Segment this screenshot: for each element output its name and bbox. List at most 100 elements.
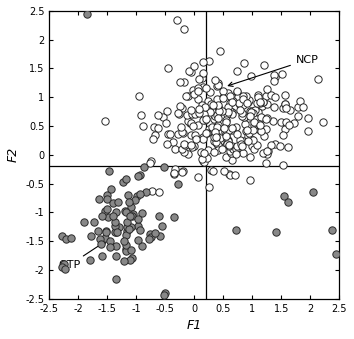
Point: [147, 160, 153, 165]
Point: [247, 108, 253, 114]
Point: [215, 122, 221, 127]
Text: QTP: QTP: [58, 240, 107, 270]
Point: [115, 199, 121, 205]
Point: [137, 227, 143, 233]
Point: [258, 127, 263, 133]
Point: [283, 120, 289, 125]
Point: [272, 94, 278, 99]
Point: [234, 68, 240, 73]
Point: [209, 125, 215, 130]
Point: [256, 121, 262, 126]
Point: [306, 115, 311, 121]
Point: [113, 229, 118, 234]
Point: [223, 134, 228, 140]
Point: [233, 151, 239, 156]
Point: [282, 102, 287, 107]
Point: [138, 113, 144, 118]
Point: [216, 106, 222, 112]
Point: [251, 123, 257, 128]
Point: [315, 77, 321, 82]
Point: [102, 208, 108, 213]
Point: [251, 137, 256, 143]
Point: [171, 170, 177, 175]
Point: [137, 172, 143, 178]
Point: [258, 128, 264, 134]
Point: [234, 88, 240, 94]
Point: [181, 26, 187, 32]
Point: [273, 75, 278, 80]
X-axis label: F1: F1: [187, 319, 202, 332]
Point: [232, 172, 238, 177]
Point: [104, 193, 110, 198]
Point: [273, 230, 278, 235]
Point: [238, 102, 243, 108]
Point: [284, 105, 289, 111]
Point: [206, 184, 212, 190]
Point: [195, 96, 201, 102]
Point: [226, 172, 232, 177]
Point: [139, 243, 145, 248]
Point: [121, 239, 126, 244]
Point: [104, 206, 110, 212]
Point: [152, 132, 158, 138]
Point: [224, 141, 230, 146]
Point: [203, 131, 209, 136]
Point: [215, 80, 221, 85]
Point: [244, 128, 249, 134]
Point: [191, 91, 197, 97]
Point: [201, 151, 207, 156]
Point: [195, 175, 200, 180]
Point: [193, 132, 198, 137]
Point: [162, 290, 168, 296]
Point: [171, 214, 177, 220]
Point: [135, 223, 141, 229]
Point: [113, 243, 119, 249]
Point: [205, 148, 211, 153]
Point: [279, 71, 284, 76]
Point: [112, 219, 117, 224]
Point: [264, 115, 269, 120]
Point: [63, 236, 69, 242]
Point: [200, 159, 206, 164]
Point: [272, 141, 278, 147]
Point: [128, 224, 133, 230]
Point: [255, 109, 261, 114]
Point: [192, 63, 197, 68]
Point: [247, 114, 253, 119]
Point: [241, 138, 247, 143]
Point: [156, 214, 161, 219]
Point: [216, 144, 222, 150]
Point: [172, 171, 177, 177]
Point: [164, 108, 170, 114]
Point: [213, 134, 219, 139]
Point: [201, 84, 206, 90]
Point: [215, 102, 221, 107]
Point: [255, 122, 260, 127]
Point: [261, 62, 267, 67]
Point: [217, 139, 222, 144]
Point: [271, 78, 277, 84]
Point: [280, 105, 286, 111]
Point: [260, 99, 266, 104]
Point: [142, 164, 147, 170]
Point: [104, 197, 110, 202]
Point: [212, 126, 218, 132]
Point: [103, 235, 108, 241]
Point: [241, 114, 247, 120]
Point: [105, 215, 111, 220]
Point: [241, 60, 247, 65]
Point: [232, 150, 238, 155]
Point: [211, 135, 217, 140]
Point: [228, 148, 233, 154]
Point: [217, 48, 222, 54]
Point: [263, 160, 268, 165]
Point: [136, 94, 142, 99]
Point: [124, 248, 129, 254]
Point: [253, 117, 259, 122]
Point: [172, 146, 177, 152]
Point: [240, 94, 246, 99]
Point: [282, 101, 287, 107]
Point: [84, 11, 90, 17]
Point: [135, 237, 141, 242]
Point: [210, 168, 216, 174]
